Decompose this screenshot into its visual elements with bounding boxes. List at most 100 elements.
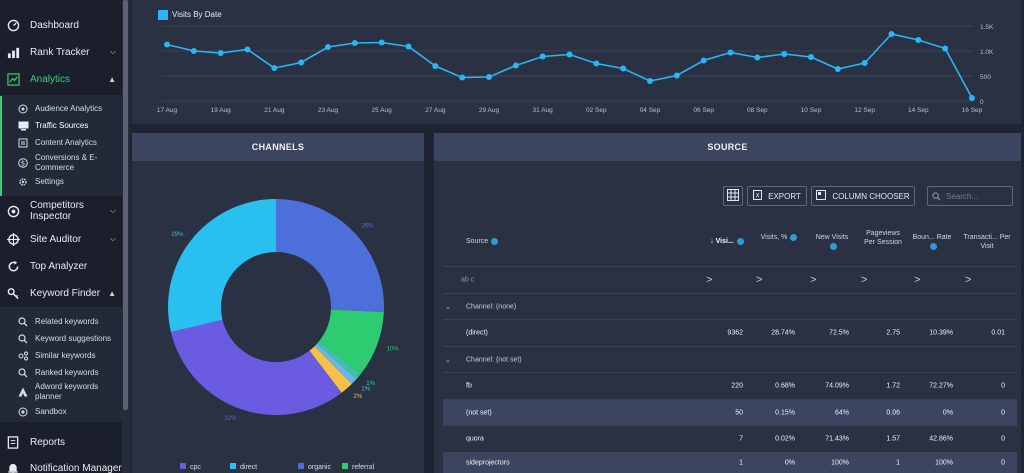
nav-dashboard[interactable]: Dashboard: [0, 12, 122, 38]
data-point[interactable]: [459, 74, 466, 81]
table-row[interactable]: (direct) 9362 28.74% 72.5% 2.75 10.39% 0…: [443, 320, 1017, 347]
col-header-source[interactable]: Source: [466, 237, 499, 246]
legend-label[interactable]: referral: [352, 464, 375, 471]
cell-source: fb: [466, 382, 472, 390]
nav-keyword-finder[interactable]: Keyword Finder ▲: [0, 280, 122, 306]
pie-slice[interactable]: [319, 309, 384, 374]
submenu-adword-keywords-planner[interactable]: Adword keywords planner: [0, 382, 122, 402]
legend-label[interactable]: direct: [240, 464, 257, 471]
group-row[interactable]: ⌄ Channel: (not set): [443, 347, 1017, 373]
col-header-visits[interactable]: ↓ Visi...: [706, 237, 748, 246]
table-row[interactable]: quora 7 0.02% 71.43% 1.57 42.86% 0: [443, 426, 1017, 453]
data-point[interactable]: [486, 74, 492, 80]
submenu-ranked-keywords[interactable]: Ranked keywords: [0, 367, 122, 379]
data-point[interactable]: [351, 40, 358, 46]
table-row[interactable]: sideprojectors 1 0% 100% 1 100% 0: [443, 453, 1017, 473]
data-point[interactable]: [190, 48, 197, 54]
filter-operator[interactable]: >: [965, 274, 972, 286]
nav-analytics[interactable]: Analytics ▲: [0, 66, 122, 92]
data-point[interactable]: [405, 43, 412, 50]
legend-label: Visits By Date: [172, 10, 222, 19]
cell-transactions: 0: [1001, 409, 1005, 416]
export-button[interactable]: X EXPORT: [747, 186, 807, 206]
filter-text-icon[interactable]: ab c: [461, 276, 475, 284]
filter-operator[interactable]: >: [706, 274, 713, 286]
data-point[interactable]: [217, 50, 224, 56]
data-point[interactable]: [647, 78, 653, 84]
nav-site-auditor[interactable]: Site Auditor ⌵: [0, 226, 122, 252]
nav-top-analyzer[interactable]: Top Analyzer: [0, 253, 122, 279]
table-row[interactable]: (not set) 50 0.15% 64% 0.06 0% 0: [443, 400, 1017, 426]
col-header-visits-pct[interactable]: Visits, %: [759, 233, 799, 242]
search-input[interactable]: Search...: [927, 186, 1013, 206]
column-chooser-button[interactable]: COLUMN CHOOSER: [811, 186, 915, 206]
cell-visits-pct: 0%: [784, 459, 795, 467]
grid-toggle-button[interactable]: [723, 186, 743, 206]
nav-competitors-inspector[interactable]: Competitors Inspector ⌵: [0, 198, 122, 224]
nav-rank-tracker[interactable]: Rank Tracker ⌵: [0, 39, 122, 65]
data-point[interactable]: [915, 37, 922, 43]
cell-bounce: 10.39%: [929, 329, 953, 337]
data-point[interactable]: [861, 60, 868, 66]
submenu-similar-keywords[interactable]: Similar keywords: [0, 350, 122, 362]
data-point[interactable]: [593, 60, 600, 67]
submenu-sandbox[interactable]: Sandbox: [0, 406, 122, 418]
data-point[interactable]: [754, 54, 761, 61]
data-point[interactable]: [325, 44, 331, 50]
pie-slice[interactable]: [314, 343, 357, 384]
legend-swatch[interactable]: [180, 463, 186, 469]
slice-label: 10%: [387, 346, 400, 352]
submenu-related-keywords[interactable]: Related keywords: [0, 316, 122, 328]
legend-label[interactable]: organic: [308, 464, 331, 471]
submenu-conversions[interactable]: $ Conversions & E-Commerce: [0, 153, 122, 173]
data-point[interactable]: [164, 41, 170, 48]
data-point[interactable]: [969, 95, 975, 101]
pie-slice[interactable]: [170, 319, 342, 415]
col-header-label: Source: [466, 238, 489, 245]
submenu-settings[interactable]: Settings: [0, 176, 122, 188]
data-point[interactable]: [512, 62, 519, 69]
data-point[interactable]: [620, 65, 627, 72]
col-header-new-visits[interactable]: New Visits: [814, 233, 850, 251]
data-point[interactable]: [834, 66, 841, 72]
col-header-bounce-rate[interactable]: Boun... Rate: [912, 233, 952, 251]
data-point[interactable]: [888, 31, 895, 37]
sidebar-scrollbar-thumb[interactable]: [123, 0, 128, 410]
data-point[interactable]: [700, 57, 707, 64]
data-point[interactable]: [673, 72, 680, 79]
data-point[interactable]: [539, 53, 546, 60]
data-point[interactable]: [378, 39, 385, 46]
data-point[interactable]: [298, 59, 305, 66]
filter-operator[interactable]: >: [914, 274, 921, 286]
data-point[interactable]: [942, 45, 949, 52]
pie-slice[interactable]: [316, 341, 361, 380]
table-row[interactable]: fb 220 0.68% 74.09% 1.72 72.27% 0: [443, 373, 1017, 400]
col-header-pageviews[interactable]: Pageviews Per Session: [861, 229, 905, 247]
data-point[interactable]: [808, 54, 814, 60]
legend-swatch[interactable]: [298, 463, 304, 469]
filter-operator[interactable]: >: [861, 274, 868, 286]
submenu-keyword-suggestions[interactable]: Keyword suggestions: [0, 333, 122, 345]
submenu-traffic-sources[interactable]: Traffic Sources: [0, 120, 122, 132]
legend-swatch[interactable]: [342, 463, 348, 469]
group-row[interactable]: ⌄ Channel: (none): [443, 294, 1017, 320]
nav-notification-manager[interactable]: Notification Manager: [0, 455, 122, 473]
data-point[interactable]: [727, 49, 734, 56]
pie-slice[interactable]: [276, 199, 384, 313]
submenu-audience-analytics[interactable]: Audience Analytics: [0, 103, 122, 115]
legend-swatch[interactable]: [158, 10, 168, 20]
data-point[interactable]: [244, 46, 251, 53]
data-point[interactable]: [781, 51, 788, 57]
data-point[interactable]: [271, 65, 278, 71]
col-header-transactions[interactable]: Transacti... Per Visit: [962, 233, 1012, 251]
submenu-content-analytics[interactable]: Content Analytics: [0, 137, 122, 149]
nav-reports[interactable]: Reports: [0, 429, 122, 455]
data-point[interactable]: [432, 63, 439, 69]
pie-slice[interactable]: [168, 199, 276, 332]
filter-operator[interactable]: >: [810, 274, 817, 286]
legend-label[interactable]: cpc: [190, 464, 201, 471]
pie-slice[interactable]: [309, 346, 352, 393]
legend-swatch[interactable]: [230, 463, 236, 469]
data-point[interactable]: [566, 51, 573, 58]
filter-operator[interactable]: >: [756, 274, 763, 286]
